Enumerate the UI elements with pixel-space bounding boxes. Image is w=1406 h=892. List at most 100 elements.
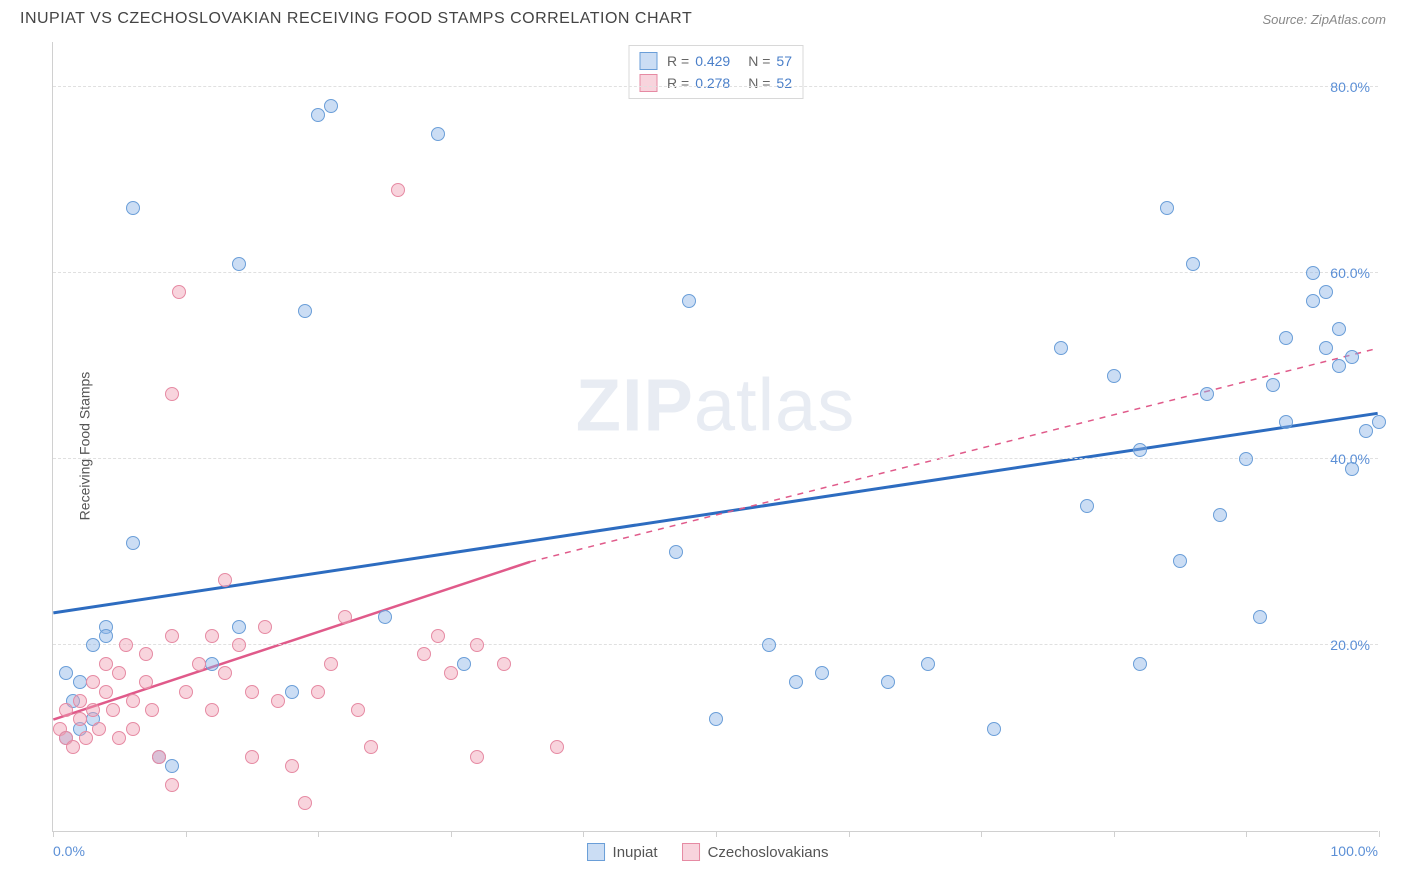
data-point xyxy=(921,657,935,671)
data-point xyxy=(470,638,484,652)
data-point xyxy=(1332,322,1346,336)
data-point xyxy=(139,647,153,661)
x-tick xyxy=(318,831,319,837)
data-point xyxy=(165,387,179,401)
data-point xyxy=(470,750,484,764)
gridline xyxy=(53,458,1378,459)
data-point xyxy=(987,722,1001,736)
data-point xyxy=(497,657,511,671)
data-point xyxy=(218,666,232,680)
series-legend: InupiatCzechoslovakians xyxy=(587,843,845,861)
data-point xyxy=(245,750,259,764)
data-point xyxy=(1054,341,1068,355)
legend-stat-row: R =0.278N =52 xyxy=(639,72,792,94)
data-point xyxy=(126,694,140,708)
data-point xyxy=(1306,294,1320,308)
data-point xyxy=(762,638,776,652)
chart-title: INUPIAT VS CZECHOSLOVAKIAN RECEIVING FOO… xyxy=(20,10,692,28)
data-point xyxy=(669,545,683,559)
gridline xyxy=(53,644,1378,645)
data-point xyxy=(364,740,378,754)
y-tick-label: 20.0% xyxy=(1330,637,1370,653)
r-value: 0.278 xyxy=(695,75,730,91)
data-point xyxy=(391,183,405,197)
data-point xyxy=(79,731,93,745)
correlation-legend: R =0.429N =57R =0.278N =52 xyxy=(628,45,803,99)
data-point xyxy=(1160,201,1174,215)
data-point xyxy=(112,666,126,680)
data-point xyxy=(1186,257,1200,271)
data-point xyxy=(86,638,100,652)
x-axis-min-label: 0.0% xyxy=(53,843,85,859)
data-point xyxy=(1359,424,1373,438)
data-point xyxy=(232,257,246,271)
data-point xyxy=(205,703,219,717)
y-tick-label: 80.0% xyxy=(1330,79,1370,95)
data-point xyxy=(205,657,219,671)
data-point xyxy=(139,675,153,689)
data-point xyxy=(1266,378,1280,392)
data-point xyxy=(1239,452,1253,466)
n-value: 57 xyxy=(776,53,792,69)
data-point xyxy=(338,610,352,624)
data-point xyxy=(378,610,392,624)
scatter-chart: ZIPatlas R =0.429N =57R =0.278N =52 Inup… xyxy=(52,42,1378,832)
data-point xyxy=(126,201,140,215)
data-point xyxy=(86,703,100,717)
x-tick xyxy=(716,831,717,837)
data-point xyxy=(92,722,106,736)
data-point xyxy=(285,685,299,699)
data-point xyxy=(815,666,829,680)
data-point xyxy=(59,703,73,717)
n-value: 52 xyxy=(776,75,792,91)
data-point xyxy=(709,712,723,726)
data-point xyxy=(165,629,179,643)
data-point xyxy=(431,127,445,141)
chart-header: INUPIAT VS CZECHOSLOVAKIAN RECEIVING FOO… xyxy=(0,0,1406,34)
n-label: N = xyxy=(748,75,770,91)
x-tick xyxy=(53,831,54,837)
data-point xyxy=(550,740,564,754)
data-point xyxy=(431,629,445,643)
data-point xyxy=(1345,462,1359,476)
data-point xyxy=(1345,350,1359,364)
data-point xyxy=(99,629,113,643)
data-point xyxy=(1200,387,1214,401)
data-point xyxy=(205,629,219,643)
data-point xyxy=(1107,369,1121,383)
data-point xyxy=(1173,554,1187,568)
data-point xyxy=(311,685,325,699)
data-point xyxy=(73,694,87,708)
data-point xyxy=(324,99,338,113)
x-tick xyxy=(583,831,584,837)
data-point xyxy=(66,740,80,754)
data-point xyxy=(165,778,179,792)
legend-swatch xyxy=(639,52,657,70)
x-tick xyxy=(1246,831,1247,837)
data-point xyxy=(1279,331,1293,345)
x-tick xyxy=(186,831,187,837)
data-point xyxy=(444,666,458,680)
data-point xyxy=(179,685,193,699)
data-point xyxy=(232,638,246,652)
data-point xyxy=(218,573,232,587)
data-point xyxy=(232,620,246,634)
data-point xyxy=(245,685,259,699)
data-point xyxy=(59,666,73,680)
legend-series-label: Inupiat xyxy=(613,844,658,861)
data-point xyxy=(86,675,100,689)
data-point xyxy=(1133,657,1147,671)
data-point xyxy=(126,722,140,736)
data-point xyxy=(1319,341,1333,355)
x-axis-max-label: 100.0% xyxy=(1331,843,1378,859)
data-point xyxy=(1306,266,1320,280)
data-point xyxy=(298,304,312,318)
x-tick xyxy=(849,831,850,837)
legend-swatch xyxy=(682,843,700,861)
data-point xyxy=(1133,443,1147,457)
x-tick xyxy=(451,831,452,837)
data-point xyxy=(165,759,179,773)
data-point xyxy=(324,657,338,671)
data-point xyxy=(1332,359,1346,373)
y-tick-label: 60.0% xyxy=(1330,265,1370,281)
